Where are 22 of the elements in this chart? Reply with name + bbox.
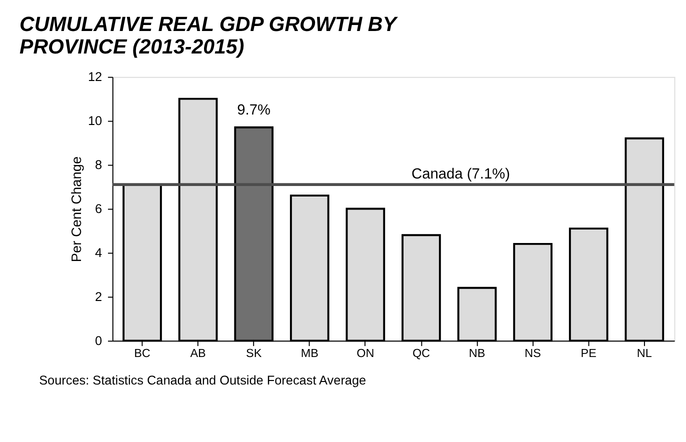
y-tick-label: 2 [95,290,102,304]
ref-line-label: Canada (7.1%) [412,166,510,183]
y-tick-label: 6 [95,202,102,216]
chart-title: CUMULATIVE REAL GDP GROWTH BY PROVINCE (2013-2015) [20,12,399,58]
x-tick-label: SK [246,346,262,360]
y-tick-label: 12 [88,70,102,84]
x-tick-label: NB [468,346,486,360]
y-axis-title: Per Cent Change [69,156,84,262]
y-tick-label: 0 [95,334,102,348]
x-tick-label: NS [524,346,542,360]
y-tick-label: 4 [95,246,102,260]
x-tick-label: NL [636,346,652,360]
x-tick-label: MB [300,346,319,360]
source-note: Sources: Statistics Canada and Outside Forecast Average [39,374,366,388]
x-tick-label: AB [190,346,206,360]
x-tick-label: BC [134,346,151,360]
data-label: 9.7% [237,102,271,119]
y-tick-label: 8 [95,158,102,172]
x-tick-label: QC [412,346,431,360]
y-tick-label: 10 [88,114,102,128]
x-tick-label: PE [580,346,597,360]
x-tick-label: ON [356,346,374,360]
